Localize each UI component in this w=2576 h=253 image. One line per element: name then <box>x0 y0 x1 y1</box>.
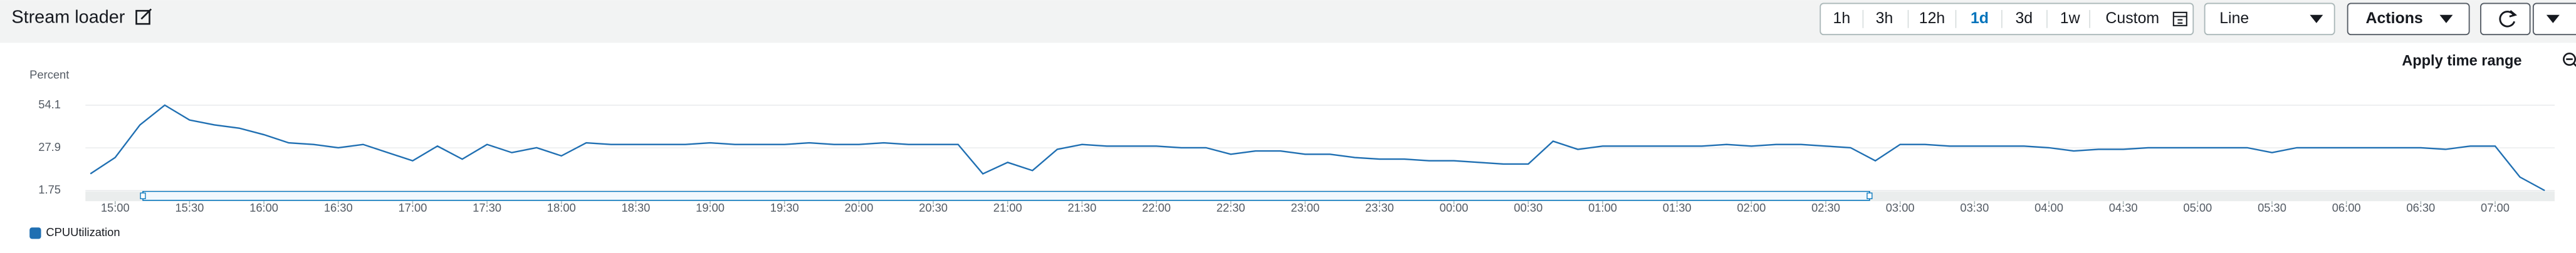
range-button[interactable]: 3d <box>2015 9 2033 27</box>
x-tick-label: 21:00 <box>993 201 1022 214</box>
x-tick-label: 04:00 <box>2034 201 2063 214</box>
chart-style-select[interactable] <box>2204 3 2335 36</box>
x-tick-label: 06:30 <box>2406 201 2435 214</box>
x-tick-label: 19:00 <box>696 201 725 214</box>
actions-label: Actions <box>2365 9 2422 27</box>
x-tick-label: 06:00 <box>2332 201 2361 214</box>
x-tick-label: 16:00 <box>249 201 278 214</box>
x-tick-label: 04:30 <box>2109 201 2138 214</box>
y-axis-label: Percent <box>29 68 69 81</box>
x-tick-label: 02:00 <box>1737 201 1766 214</box>
range-button[interactable]: 12h <box>1919 9 1945 27</box>
calendar-icon <box>2172 11 2187 26</box>
actions-button[interactable] <box>2347 3 2470 36</box>
x-tick-label: 15:00 <box>101 201 130 214</box>
x-tick-label: 15:30 <box>175 201 204 214</box>
actions-caret <box>2439 14 2453 23</box>
y-tick-label: 1.75 <box>38 183 61 196</box>
x-tick-label: 00:00 <box>1440 201 1469 214</box>
x-tick-label: 23:00 <box>1291 201 1319 214</box>
x-tick-label: 01:30 <box>1663 201 1692 214</box>
refresh-caret <box>2546 14 2560 23</box>
refresh-button[interactable] <box>2480 3 2531 36</box>
brush-handle[interactable] <box>1867 192 1873 199</box>
x-tick-label: 18:00 <box>547 201 576 214</box>
x-tick-label: 03:30 <box>1960 201 1989 214</box>
x-tick-label: 17:00 <box>398 201 427 214</box>
x-tick-label: 20:30 <box>919 201 948 214</box>
x-tick-label: 07:00 <box>2481 201 2510 214</box>
data-line <box>90 104 2545 192</box>
chart-style-label: Line <box>2219 9 2249 27</box>
zoom-out-icon[interactable] <box>2563 53 2576 67</box>
x-tick-label: 21:30 <box>1067 201 1096 214</box>
x-tick-label: 05:30 <box>2258 201 2286 214</box>
x-tick-label: 05:00 <box>2183 201 2212 214</box>
legend-swatch[interactable] <box>29 227 41 239</box>
x-tick-label: 16:30 <box>324 201 353 214</box>
range-button[interactable]: 3h <box>1876 9 1893 27</box>
range-button[interactable]: 1h <box>1833 9 1850 27</box>
x-tick-label: 01:00 <box>1588 201 1617 214</box>
refresh-arrow <box>2509 10 2518 18</box>
x-tick-label: 03:00 <box>1886 201 1915 214</box>
x-tick-label: 02:30 <box>1811 201 1840 214</box>
x-tick-label: 22:30 <box>1217 201 1245 214</box>
legend-label[interactable]: CPUUtilization <box>46 225 120 239</box>
widget-title: Stream loader <box>11 8 125 28</box>
x-tick-label: 18:30 <box>621 201 650 214</box>
refresh-icon <box>2499 11 2516 28</box>
x-tick-label: 23:30 <box>1365 201 1394 214</box>
x-tick-label: 20:00 <box>844 201 873 214</box>
y-tick-label: 54.1 <box>38 98 61 111</box>
x-tick-label: 22:00 <box>1142 201 1171 214</box>
brush-selection[interactable] <box>142 190 1870 201</box>
edit-icon[interactable] <box>135 8 152 25</box>
dropdown-caret <box>2310 14 2323 23</box>
apply-time-range[interactable]: Apply time range <box>2402 53 2521 69</box>
x-tick-label: 00:30 <box>1514 201 1542 214</box>
range-button[interactable]: 1d <box>1971 9 1989 27</box>
y-tick-label: 27.9 <box>38 140 61 153</box>
range-button[interactable]: Custom <box>2105 9 2159 27</box>
brush-handle[interactable] <box>140 192 146 199</box>
range-button[interactable]: 1w <box>2060 9 2081 27</box>
x-tick-label: 17:30 <box>473 201 501 214</box>
range-group <box>1819 3 2194 36</box>
x-tick-label: 19:30 <box>770 201 799 214</box>
